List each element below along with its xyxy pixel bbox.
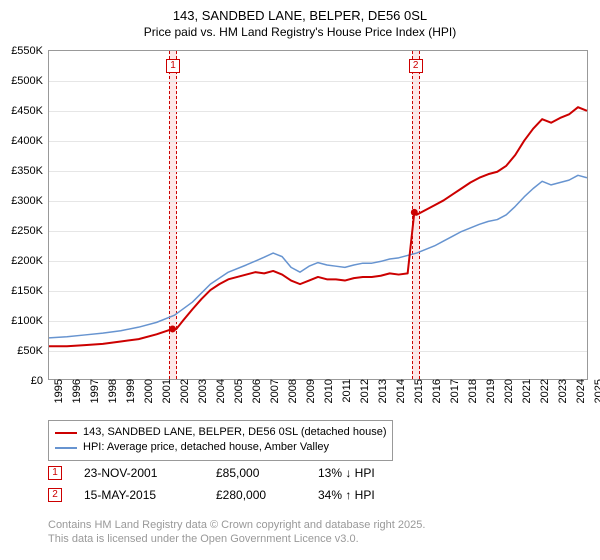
x-tick-label: 2014 (391, 379, 407, 403)
x-tick-label: 1997 (85, 379, 101, 403)
legend-row: HPI: Average price, detached house, Ambe… (55, 440, 386, 455)
x-tick-label: 2018 (463, 379, 479, 403)
y-tick-label: £50K (17, 345, 49, 357)
series-hpi (49, 175, 587, 338)
x-tick-label: 2000 (139, 379, 155, 403)
y-tick-label: £450K (11, 105, 49, 117)
footer-line2: This data is licensed under the Open Gov… (48, 532, 425, 546)
title-subtitle: Price paid vs. HM Land Registry's House … (0, 25, 600, 41)
chart-container: 143, SANDBED LANE, BELPER, DE56 0SL Pric… (0, 0, 600, 560)
x-tick-label: 2024 (571, 379, 587, 403)
x-tick-label: 2008 (283, 379, 299, 403)
y-tick-label: £200K (11, 255, 49, 267)
x-tick-label: 2011 (337, 379, 353, 403)
x-tick-label: 2003 (193, 379, 209, 403)
x-tick-label: 2006 (247, 379, 263, 403)
sale-date: 23-NOV-2001 (84, 466, 194, 480)
x-tick-label: 2005 (229, 379, 245, 403)
sale-row-badge: 1 (48, 466, 62, 480)
x-tick-label: 2007 (265, 379, 281, 403)
x-tick-label: 2022 (535, 379, 551, 403)
footer-line1: Contains HM Land Registry data © Crown c… (48, 518, 425, 532)
series-svg (49, 51, 587, 380)
x-tick-label: 2013 (373, 379, 389, 403)
footer: Contains HM Land Registry data © Crown c… (48, 518, 425, 547)
title-address: 143, SANDBED LANE, BELPER, DE56 0SL (0, 8, 600, 25)
x-tick-label: 2025 (589, 379, 600, 403)
series-pricepaid (49, 107, 587, 346)
y-tick-label: £300K (11, 195, 49, 207)
x-tick-label: 2020 (499, 379, 515, 403)
y-tick-label: £350K (11, 165, 49, 177)
sale-point-dot (411, 209, 418, 216)
x-tick-label: 2012 (355, 379, 371, 403)
x-tick-label: 2023 (553, 379, 569, 403)
sale-delta: 13% ↓ HPI (318, 466, 375, 480)
x-tick-label: 1996 (67, 379, 83, 403)
sale-info-row: 1 23-NOV-2001 £85,000 13% ↓ HPI (48, 466, 375, 480)
x-tick-label: 2019 (481, 379, 497, 403)
legend: 143, SANDBED LANE, BELPER, DE56 0SL (det… (48, 420, 393, 461)
x-tick-label: 1995 (49, 379, 65, 403)
legend-swatch (55, 432, 77, 434)
plot-area: 12£0£50K£100K£150K£200K£250K£300K£350K£4… (48, 50, 588, 380)
x-tick-label: 2010 (319, 379, 335, 403)
legend-label: HPI: Average price, detached house, Ambe… (83, 440, 329, 455)
x-tick-label: 2017 (445, 379, 461, 403)
y-tick-label: £150K (11, 285, 49, 297)
x-tick-label: 2016 (427, 379, 443, 403)
x-tick-label: 2004 (211, 379, 227, 403)
y-tick-label: £250K (11, 225, 49, 237)
x-tick-label: 1999 (121, 379, 137, 403)
x-tick-label: 2009 (301, 379, 317, 403)
legend-label: 143, SANDBED LANE, BELPER, DE56 0SL (det… (83, 425, 386, 440)
legend-row: 143, SANDBED LANE, BELPER, DE56 0SL (det… (55, 425, 386, 440)
sale-price: £280,000 (216, 488, 296, 502)
x-tick-label: 2001 (157, 379, 173, 403)
y-tick-label: £0 (31, 375, 49, 387)
sale-row-badge: 2 (48, 488, 62, 502)
y-tick-label: £400K (11, 135, 49, 147)
x-tick-label: 2021 (517, 379, 533, 403)
y-tick-label: £550K (11, 45, 49, 57)
sale-delta: 34% ↑ HPI (318, 488, 375, 502)
x-tick-label: 2002 (175, 379, 191, 403)
x-tick-label: 1998 (103, 379, 119, 403)
y-tick-label: £100K (11, 315, 49, 327)
chart-title: 143, SANDBED LANE, BELPER, DE56 0SL Pric… (0, 0, 600, 40)
sale-price: £85,000 (216, 466, 296, 480)
sale-point-dot (169, 325, 176, 332)
y-tick-label: £500K (11, 75, 49, 87)
x-tick-label: 2015 (409, 379, 425, 403)
sale-info-row: 2 15-MAY-2015 £280,000 34% ↑ HPI (48, 488, 375, 502)
legend-swatch (55, 447, 77, 449)
sale-date: 15-MAY-2015 (84, 488, 194, 502)
